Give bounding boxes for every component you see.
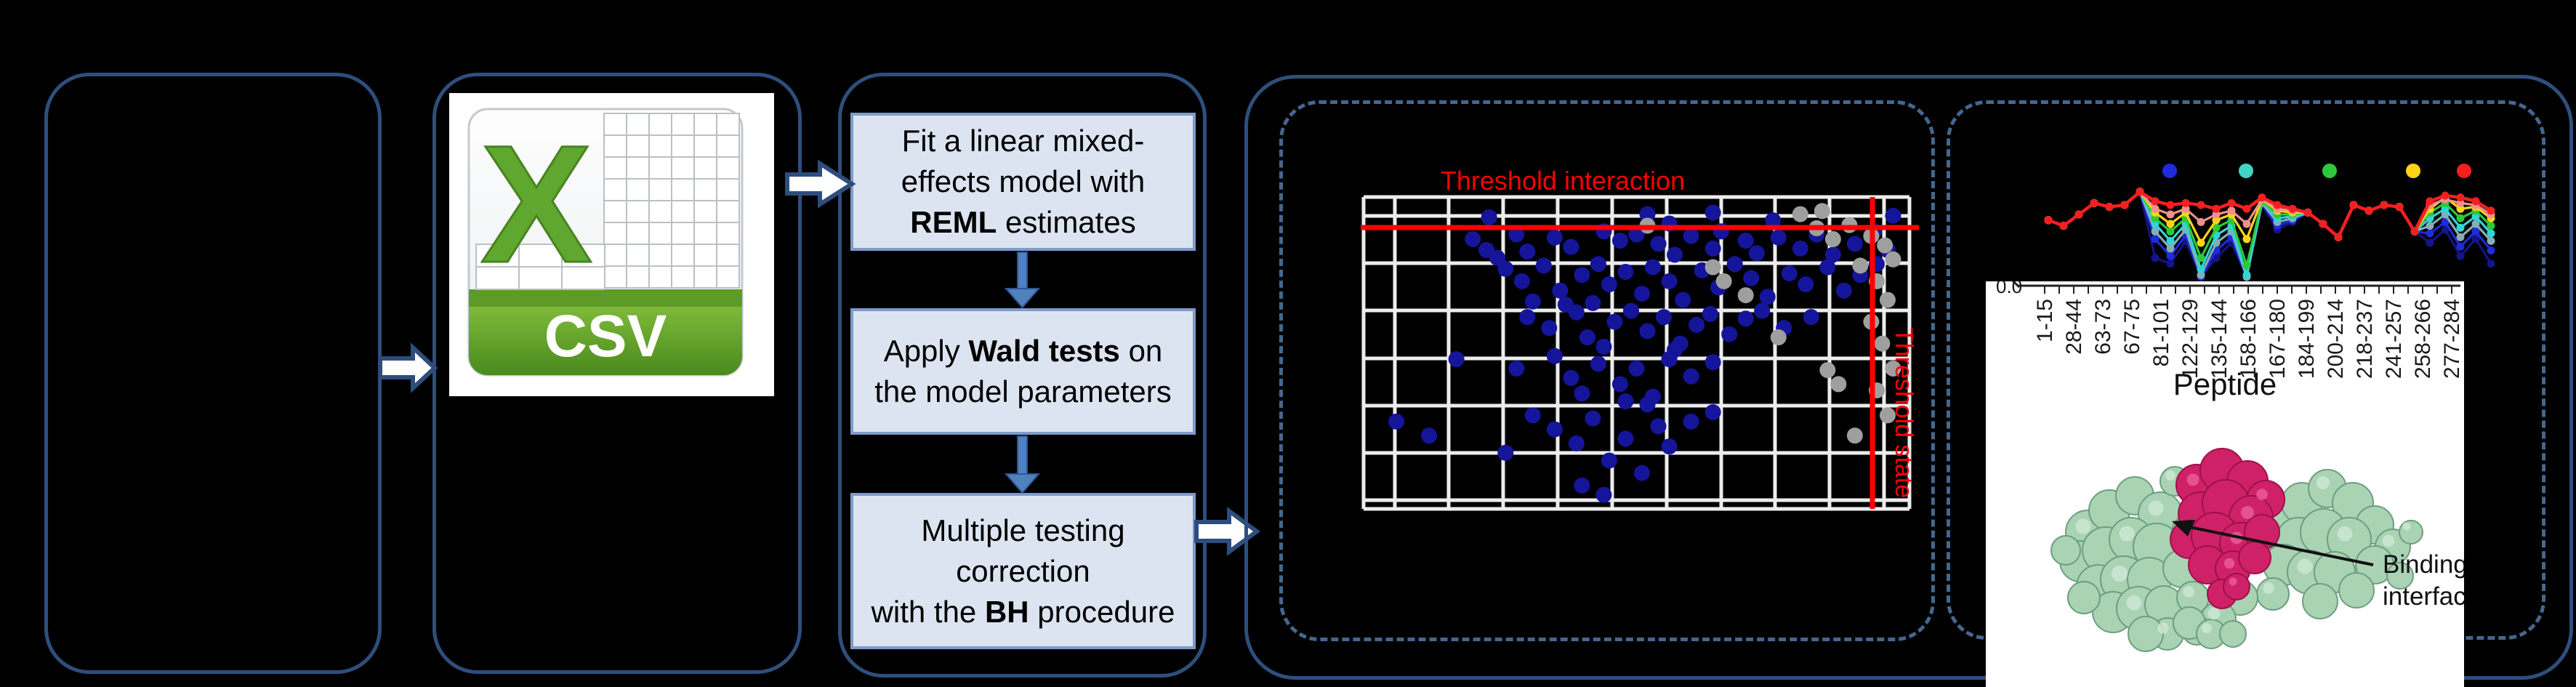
flow-down-arrow-icon [1004, 252, 1041, 494]
timepoint-legend [2162, 164, 2471, 178]
threshold-interaction-label: Threshold interaction [1441, 166, 1685, 196]
legend-dot-icon [2406, 164, 2420, 178]
peptide-tick-label: 167-180 [2266, 299, 2290, 379]
peptide-tick-label: 122-129 [2178, 299, 2202, 379]
excel-x-glyph: X [480, 111, 592, 297]
threshold-scatter-chart: Threshold interaction Threshold state [1361, 166, 1919, 511]
spreadsheet-grid [475, 113, 740, 290]
flow-step-line: effects model with [901, 164, 1146, 198]
uptake-line-chart [2044, 164, 2495, 281]
peptide-axis: 1-15 28-44 63-73 67-75 81-101 122-129 135-144 1… [2011, 281, 2464, 379]
scatter-points [1388, 203, 1901, 503]
flow-step-bh: Multiple testing correction with the BH pr… [850, 493, 1196, 649]
csv-label: CSV [544, 303, 667, 369]
peptide-tick-label: 218-237 [2353, 299, 2377, 379]
flow-step-line: correction [956, 553, 1090, 588]
threshold-state-label: Threshold state [1890, 328, 1917, 498]
protein-binding-interface [2170, 448, 2285, 609]
flow-step-line: Multiple testing [921, 513, 1125, 547]
peptide-tick-label: 200-214 [2324, 299, 2348, 379]
block-arrow-3-icon [1194, 507, 1261, 556]
peptide-tick-label: 1-15 [2033, 299, 2057, 342]
peptide-tick-label: 158-166 [2237, 299, 2261, 379]
statistics-flow-box [838, 73, 1207, 678]
flow-step-reml: Fit a linear mixed-effects model with REM… [850, 113, 1196, 251]
peptide-tick-label: 184-199 [2295, 299, 2319, 379]
legend-dot-icon [2239, 164, 2253, 178]
binding-interface-arrow-icon [2172, 520, 2374, 566]
peptide-tick-label: 135-144 [2207, 299, 2231, 379]
flow-step-line: Fit a linear mixed- [901, 124, 1145, 158]
threshold-plot-panel [1279, 100, 1935, 641]
peptide-axis-title: Peptide [2173, 367, 2277, 401]
peptide-tick-label: 63-73 [2091, 299, 2115, 355]
peptide-tick-label: 81-101 [2149, 299, 2173, 366]
peptide-tick-label: 28-44 [2062, 299, 2086, 355]
binding-interface-label: Binding interface [2383, 550, 2464, 611]
flow-step-line: REML estimates [910, 205, 1136, 239]
csv-file-icon: X CSV [467, 108, 744, 377]
csv-panel-box [432, 73, 802, 674]
flow-step-line: Apply Wald tests on [883, 334, 1163, 368]
y-axis-tick-label: 0.0 [1996, 281, 2023, 297]
results-outer-box [1244, 75, 2573, 680]
legend-dot-icon [2162, 164, 2177, 178]
flow-step-wald: Apply Wald tests on the model parameters [850, 308, 1196, 435]
flow-step-line: the model parameters [874, 374, 1172, 409]
peptide-tick-label: 258-266 [2411, 299, 2435, 379]
legend-dot-icon [2322, 164, 2337, 178]
peptide-axis-panel: 1-15 28-44 63-73 67-75 81-101 122-129 135-144 1… [1986, 281, 2464, 687]
legend-dot-icon [2457, 164, 2471, 178]
peptide-tick-label: 241-257 [2382, 299, 2406, 379]
flow-step-line: with the BH procedure [871, 594, 1175, 629]
peptide-tick-label: 277-284 [2440, 299, 2464, 379]
protein-structure-image [2050, 448, 2423, 652]
block-arrow-1-icon [378, 342, 438, 393]
peptide-tick-label: 67-75 [2120, 299, 2144, 355]
block-arrow-2-icon [785, 159, 856, 209]
